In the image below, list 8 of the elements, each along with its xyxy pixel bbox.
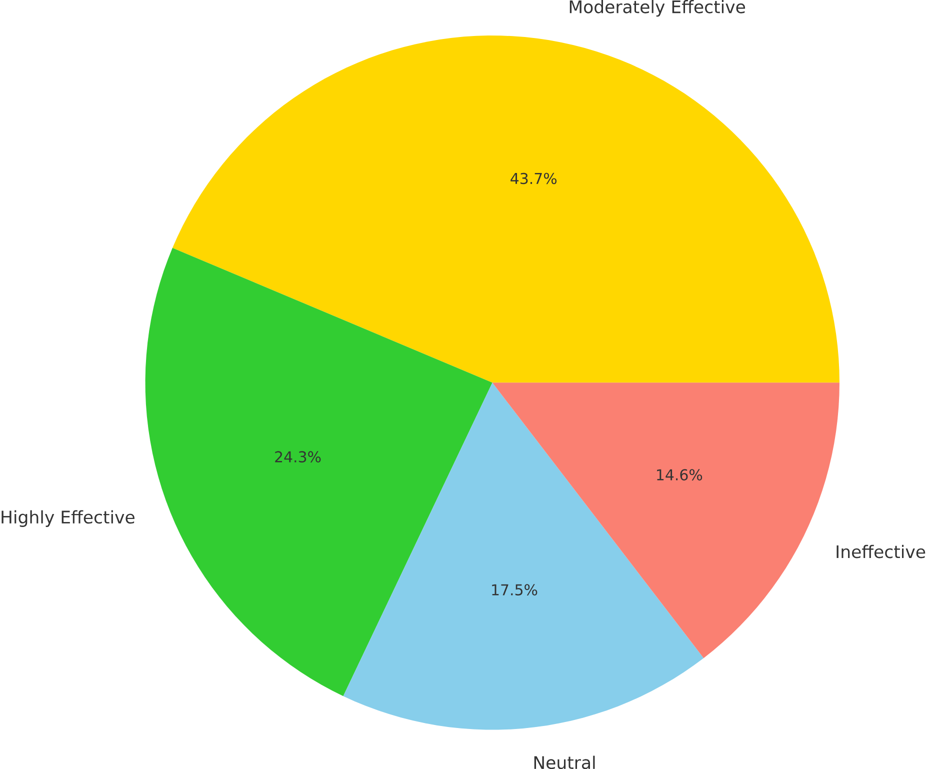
slice-label: Moderately Effective — [570, 0, 746, 17]
slice-label: Highly Effective — [2, 510, 134, 527]
data-label: 43.7% — [510, 172, 557, 184]
slice-label: Ineffective — [836, 544, 926, 558]
slice-label: Neutral — [534, 756, 595, 769]
data-label: 14.6% — [657, 469, 702, 480]
data-label: 24.3% — [275, 451, 321, 462]
data-label: 17.5% — [492, 584, 538, 596]
